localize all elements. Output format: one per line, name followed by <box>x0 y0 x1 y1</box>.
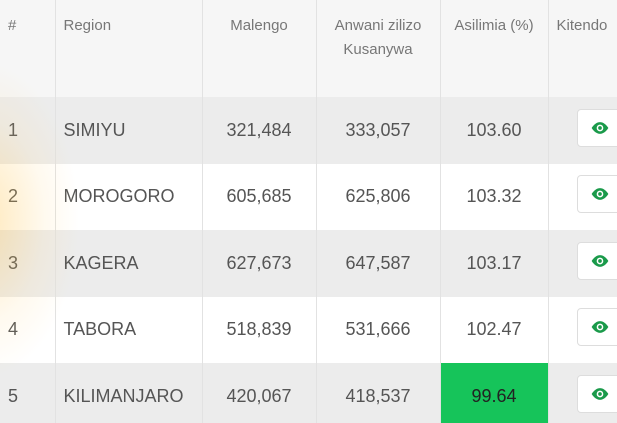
action-cell <box>548 296 617 363</box>
table-cell: 1 <box>0 97 56 164</box>
view-button[interactable] <box>576 175 617 214</box>
table-cell: 420,067 <box>202 363 317 423</box>
table-cell: 5 <box>0 363 56 423</box>
eye-icon <box>591 121 608 134</box>
view-button[interactable] <box>576 241 617 280</box>
table-cell: 103.17 <box>440 230 549 297</box>
action-cell <box>548 97 617 164</box>
table-body: 1 SIMIYU 321,484 333,057 103.60 2 MOROGORO 605,… <box>0 97 617 423</box>
table-cell: 99.64 <box>440 363 549 423</box>
table-cell: 103.32 <box>440 163 549 230</box>
table-cell: 418,537 <box>316 363 441 423</box>
table-cell: 647,587 <box>316 230 441 297</box>
column-header: Anwani zilizo Kusanywa <box>316 0 441 97</box>
table-cell: KAGERA <box>55 230 203 297</box>
view-button[interactable] <box>576 108 617 147</box>
table-cell: 321,484 <box>202 97 317 164</box>
table-cell: 625,806 <box>316 163 441 230</box>
action-cell <box>548 230 617 297</box>
column-header: Kitendo <box>548 0 617 97</box>
action-cell <box>548 163 617 230</box>
table-row: 4 TABORA 518,839 531,666 102.47 <box>0 296 617 363</box>
column-header: Malengo <box>202 0 317 97</box>
table-cell: KILIMANJARO <box>55 363 203 423</box>
eye-icon <box>591 188 608 201</box>
table-row: 2 MOROGORO 605,685 625,806 103.32 <box>0 163 617 230</box>
table-cell: 518,839 <box>202 296 317 363</box>
view-button[interactable] <box>576 374 617 413</box>
action-cell <box>548 363 617 423</box>
table-cell: 605,685 <box>202 163 317 230</box>
table-row: 5 KILIMANJARO 420,067 418,537 99.64 <box>0 363 617 423</box>
table-row: 1 SIMIYU 321,484 333,057 103.60 <box>0 97 617 164</box>
table-cell: 2 <box>0 163 56 230</box>
table-cell: 333,057 <box>316 97 441 164</box>
table-cell: 627,673 <box>202 230 317 297</box>
table-cell: 531,666 <box>316 296 441 363</box>
eye-icon <box>591 254 608 267</box>
table-row: 3 KAGERA 627,673 647,587 103.17 <box>0 230 617 297</box>
table-cell: 4 <box>0 296 56 363</box>
column-header: Region <box>55 0 203 97</box>
table-cell: MOROGORO <box>55 163 203 230</box>
column-header: # <box>0 0 56 97</box>
table-cell: 103.60 <box>440 97 549 164</box>
view-button[interactable] <box>576 308 617 347</box>
table-cell: SIMIYU <box>55 97 203 164</box>
table-cell: 3 <box>0 230 56 297</box>
eye-icon <box>591 321 608 334</box>
column-header: Asilimia (%) <box>440 0 549 97</box>
eye-icon <box>591 387 608 400</box>
table-cell: 102.47 <box>440 296 549 363</box>
header-row: # Region Malengo Anwani zilizo Kusanywa Asil… <box>0 0 617 97</box>
table-cell: TABORA <box>55 296 203 363</box>
